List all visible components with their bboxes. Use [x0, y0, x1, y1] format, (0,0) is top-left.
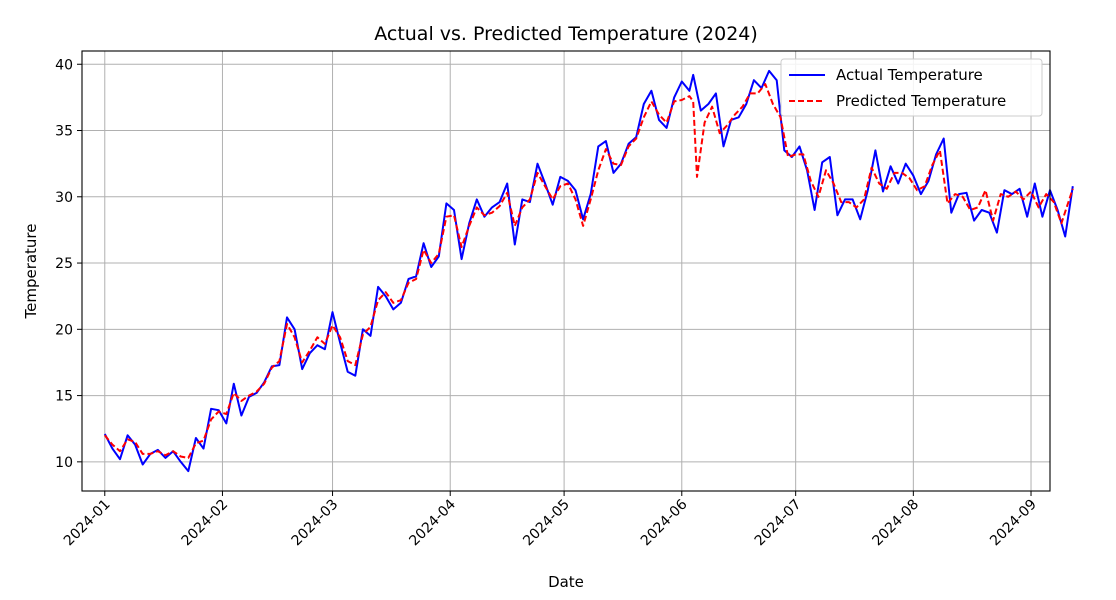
legend-label-predicted: Predicted Temperature	[836, 92, 1006, 110]
y-axis-ticks: 10 15 20 25 30 35 40	[55, 57, 82, 471]
y-tick-label: 20	[55, 322, 73, 338]
y-tick-label: 35	[55, 124, 73, 140]
legend-box	[780, 58, 1043, 117]
chart-title: Actual vs. Predicted Temperature (2024)	[374, 23, 758, 45]
predicted-temperature-line	[104, 83, 1074, 459]
x-axis-label: Date	[548, 573, 584, 591]
y-tick-label: 10	[55, 455, 73, 471]
legend: Actual Temperature Predicted Temperature	[780, 58, 1043, 117]
plot-frame	[81, 50, 1051, 492]
y-tick-label: 30	[55, 190, 73, 206]
legend-label-actual: Actual Temperature	[836, 66, 983, 84]
series-lines	[103, 69, 1074, 473]
grid-lines	[82, 51, 1050, 491]
y-axis-label: Temperature	[22, 223, 40, 319]
y-tick-label: 25	[55, 256, 73, 272]
y-tick-label: 15	[55, 389, 73, 405]
y-tick-label: 40	[55, 57, 73, 73]
